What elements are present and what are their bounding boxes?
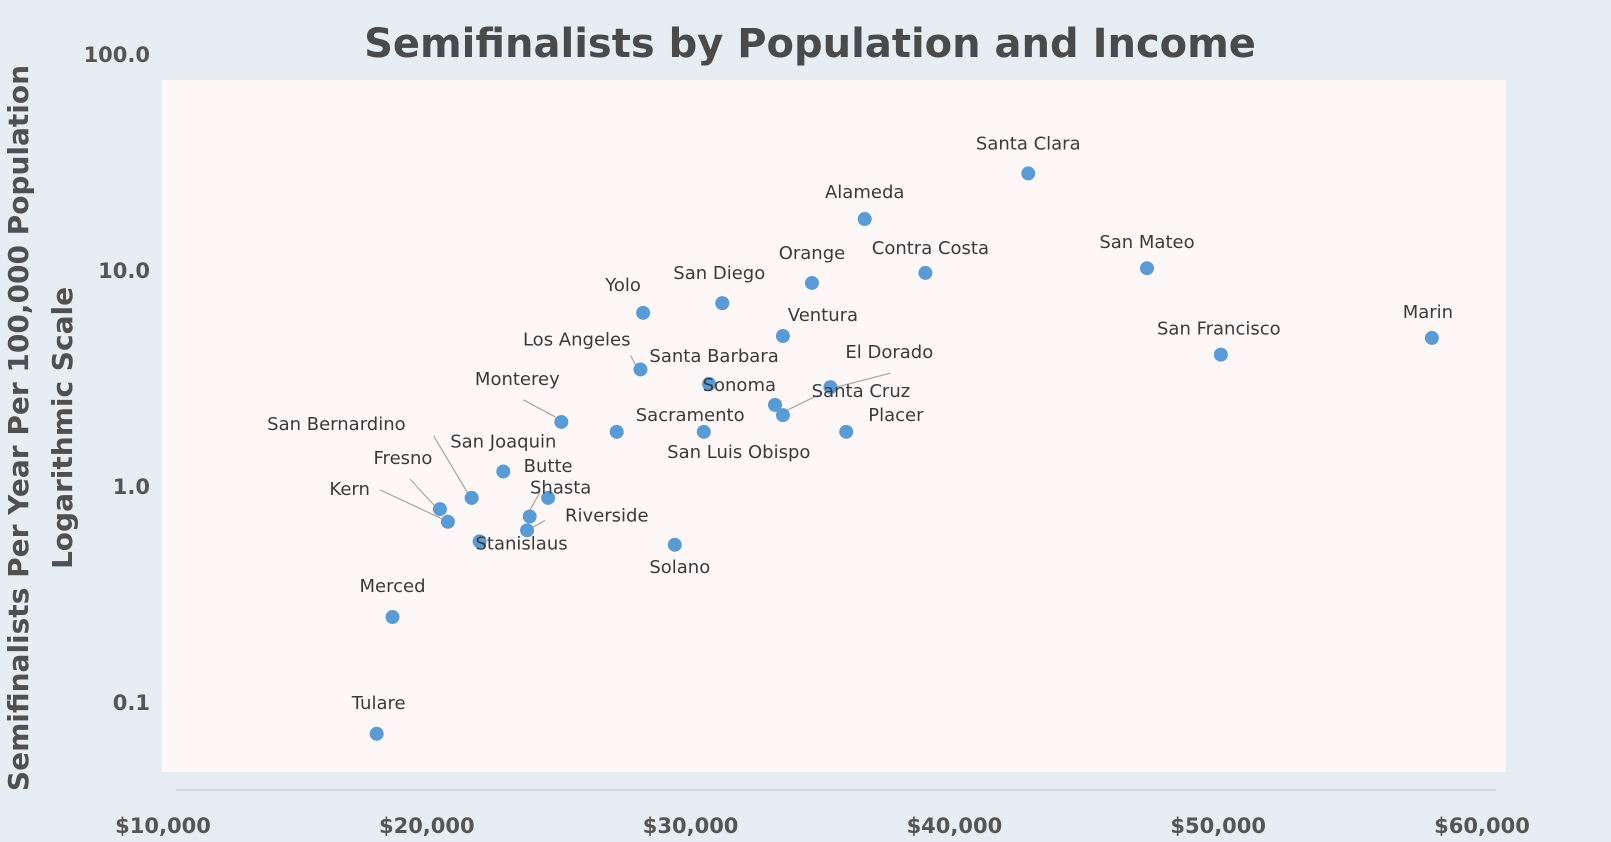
x-tick-label: $50,000 <box>1170 814 1266 838</box>
data-point-label: Ventura <box>788 305 858 326</box>
data-point-label: San Joaquin <box>450 431 556 452</box>
data-point-marker <box>496 464 511 479</box>
data-point-label: Butte <box>524 456 573 477</box>
leader-line <box>433 435 469 494</box>
data-point-marker <box>369 726 384 741</box>
data-point-label: Orange <box>779 243 846 264</box>
data-point-marker <box>918 265 933 280</box>
data-point-label: Tulare <box>351 693 406 714</box>
data-point-marker <box>775 329 790 344</box>
chart-title: Semifinalists by Population and Income <box>364 21 1256 67</box>
y-tick-label: 100.0 <box>84 43 150 67</box>
data-point-label: Stanislaus <box>475 533 567 554</box>
data-point-marker <box>696 424 711 439</box>
x-axis-ticks: $10,000 $20,000 $30,000 $40,000 $50,000 $60,0… <box>115 814 1530 838</box>
data-point-marker <box>541 490 556 505</box>
plot-area <box>162 80 1506 772</box>
leader-lines <box>379 355 891 529</box>
leader-line <box>523 399 556 418</box>
data-points <box>369 166 1439 741</box>
data-point-marker <box>522 509 537 524</box>
data-point-label: Solano <box>649 557 710 578</box>
data-point-label: San Diego <box>673 263 765 284</box>
data-point-marker <box>520 523 535 538</box>
data-point-marker <box>823 380 838 395</box>
data-point-label: Monterey <box>475 369 560 390</box>
data-point-label: San Luis Obispo <box>667 442 810 463</box>
x-tick-label: $20,000 <box>379 814 475 838</box>
data-point-label: Riverside <box>565 505 649 526</box>
data-point-label: Marin <box>1403 302 1453 323</box>
data-point-marker <box>1139 261 1154 276</box>
x-tick-label: $40,000 <box>907 814 1003 838</box>
x-tick-label: $30,000 <box>643 814 739 838</box>
data-point-label: Los Angeles <box>523 329 631 350</box>
data-point-marker <box>464 490 479 505</box>
data-point-marker <box>609 424 624 439</box>
leader-line <box>836 372 891 388</box>
data-point-marker <box>804 275 819 290</box>
data-point-label: Merced <box>359 576 425 597</box>
data-point-label: Santa Barbara <box>649 346 778 367</box>
y-axis-title: Semifinalists Per Year Per 100,000 Popul… <box>2 65 35 791</box>
data-point-marker <box>633 362 648 377</box>
data-point-marker <box>385 610 400 625</box>
data-point-label: San Francisco <box>1157 319 1281 340</box>
y-axis-ticks: 0.1 1.0 10.0 100.0 <box>84 43 150 715</box>
data-point-label: Alameda <box>825 182 904 203</box>
data-point-label: Santa Clara <box>976 133 1081 154</box>
data-point-label: Kern <box>329 479 369 500</box>
data-point-marker <box>1424 330 1439 345</box>
data-point-label: Contra Costa <box>872 238 989 259</box>
data-point-marker <box>440 514 455 529</box>
data-point-label: San Mateo <box>1099 232 1194 253</box>
x-tick-label: $60,000 <box>1434 814 1530 838</box>
data-point-marker <box>636 305 651 320</box>
data-point-label: Yolo <box>604 275 641 296</box>
data-point-label: Santa Cruz <box>812 381 911 402</box>
data-point-label: San Bernardino <box>267 414 405 435</box>
data-point-label: Placer <box>868 405 924 426</box>
data-point-marker <box>775 408 790 423</box>
data-point-marker <box>667 537 682 552</box>
y-tick-label: 1.0 <box>113 475 150 499</box>
data-point-marker <box>1021 166 1036 181</box>
data-point-marker <box>839 424 854 439</box>
y-tick-label: 0.1 <box>113 691 150 715</box>
data-point-marker <box>715 296 730 311</box>
data-point-label: Sonoma <box>703 375 776 396</box>
data-point-marker <box>432 502 447 517</box>
leader-line <box>529 492 541 511</box>
data-point-marker <box>472 534 487 549</box>
x-tick-label: $10,000 <box>115 814 211 838</box>
leader-line <box>409 478 436 507</box>
data-point-label: Shasta <box>530 478 591 499</box>
data-point-label: El Dorado <box>845 342 933 363</box>
leader-line <box>379 489 443 520</box>
leader-line <box>530 519 546 529</box>
data-point-marker <box>768 397 783 412</box>
y-axis-subtitle: Logarithmic Scale <box>46 287 79 569</box>
data-point-marker <box>554 414 569 429</box>
data-point-marker <box>1213 347 1228 362</box>
y-tick-label: 10.0 <box>98 259 150 283</box>
data-point-marker <box>857 212 872 227</box>
data-point-label: Fresno <box>374 448 433 469</box>
data-point-marker <box>702 376 717 391</box>
data-point-label: Sacramento <box>636 405 745 426</box>
point-labels: Santa Clara Alameda Orange Contra Costa San … <box>267 133 1453 713</box>
